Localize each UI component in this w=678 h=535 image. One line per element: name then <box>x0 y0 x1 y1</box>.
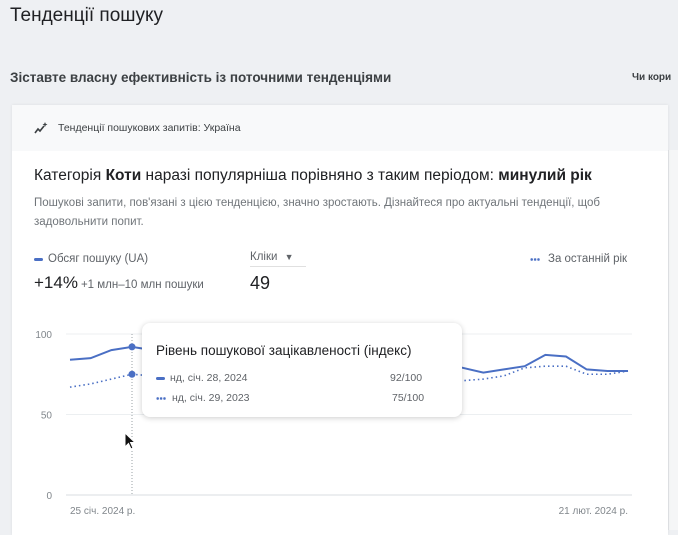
card-header: Тенденції пошукових запитів: Україна <box>12 105 668 151</box>
y-tick-label: 100 <box>35 330 52 341</box>
headline-category: Коти <box>105 167 142 184</box>
series-line-last-year <box>69 365 629 388</box>
trend-chart[interactable]: 0 50 100 25 січ. 2024 р. 21 лют. 2024 р. <box>0 0 678 524</box>
tooltip-row: нд, січ. 28, 2024 92/100 <box>156 368 462 388</box>
hover-point <box>128 343 136 351</box>
section-subtitle: Зіставте власну ефективність із поточним… <box>10 70 392 85</box>
caret-down-icon: ▼ <box>284 252 294 262</box>
tooltip-title: Рівень пошукової зацікавленості (індекс) <box>156 343 412 358</box>
y-tick-label: 50 <box>41 411 53 422</box>
tooltip-date: нд, січ. 28, 2024 <box>170 372 248 384</box>
mouse-pointer-icon <box>124 432 136 450</box>
dotted-line-icon <box>156 396 166 400</box>
series-legend-last-year[interactable]: За останній рік <box>530 253 627 265</box>
x-tick-label: 25 січ. 2024 р. <box>70 506 135 517</box>
feedback-link[interactable]: Чи кори <box>632 72 672 83</box>
legend-label: Обсяг пошуку (UA) <box>48 253 149 265</box>
clicks-value: 49 <box>250 273 271 293</box>
tooltip-row: нд, січ. 29, 2023 75/100 <box>156 388 462 408</box>
trend-headline: Категорія Коти наразі популярніша порівн… <box>34 167 592 185</box>
trend-description: Пошукові запити, пов'язані з цією тенден… <box>34 197 600 228</box>
headline-period: минулий рік <box>498 167 592 184</box>
legend-label: За останній рік <box>548 253 628 265</box>
search-range: +1 млн–10 млн пошуки <box>80 279 204 291</box>
headline-text: наразі популярніша порівняно з таким пер… <box>141 167 499 184</box>
metric-dropdown[interactable]: Кліки ▼ <box>250 251 306 267</box>
card-header-label: Тенденції пошукових запитів: Україна <box>58 122 241 134</box>
trends-card: Тенденції пошукових запитів: Україна Кат… <box>12 105 668 535</box>
hover-point <box>128 370 136 378</box>
dropdown-label: Кліки <box>250 251 278 263</box>
next-card-edge <box>668 150 678 530</box>
tooltip-value: 75/100 <box>392 392 425 404</box>
tooltip-date: нд, січ. 29, 2023 <box>172 392 250 404</box>
metric-change: +14% +1 млн–10 млн пошуки <box>34 273 204 293</box>
headline-text: Категорія <box>34 167 106 184</box>
solid-line-icon <box>156 376 165 380</box>
dotted-line-icon <box>530 257 540 261</box>
y-tick-label: 0 <box>46 491 52 502</box>
page-title: Тенденції пошуку <box>10 5 164 26</box>
tooltip-value: 92/100 <box>390 372 423 384</box>
change-value: +14% <box>34 273 78 292</box>
trending-sparkle-icon <box>34 122 48 134</box>
chart-tooltip: Рівень пошукової зацікавленості (індекс)… <box>142 323 462 417</box>
series-legend-current: Обсяг пошуку (UA) <box>34 253 148 265</box>
solid-line-icon <box>34 257 43 261</box>
x-tick-label: 21 лют. 2024 р. <box>559 506 628 517</box>
